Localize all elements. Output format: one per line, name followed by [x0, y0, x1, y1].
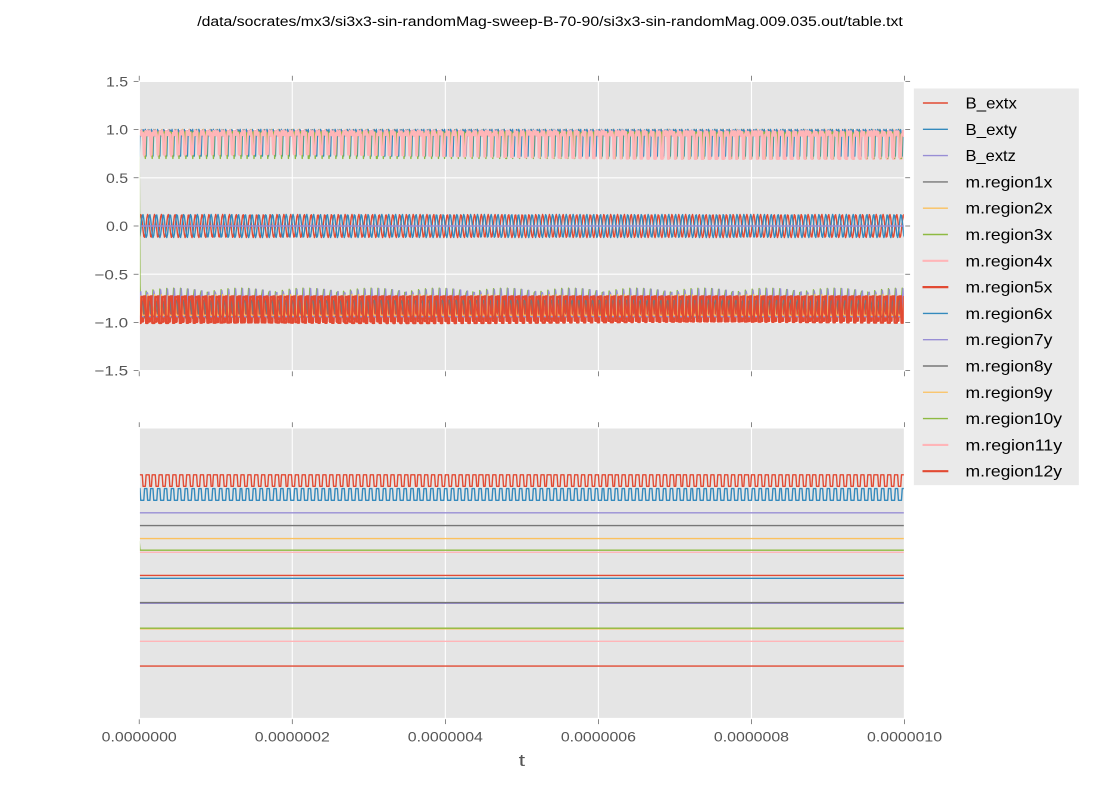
- svg-text:m.region1x: m.region1x: [966, 174, 1053, 191]
- svg-text:m.region6x: m.region6x: [966, 306, 1053, 323]
- svg-text:m.region9y: m.region9y: [966, 385, 1053, 402]
- svg-text:m.region11y: m.region11y: [966, 437, 1063, 454]
- svg-text:m.region2x: m.region2x: [966, 201, 1053, 218]
- svg-text:−1.5: −1.5: [94, 363, 128, 379]
- svg-text:m.region4x: m.region4x: [966, 253, 1053, 270]
- svg-text:1.0: 1.0: [106, 122, 128, 138]
- svg-text:0.0000008: 0.0000008: [714, 728, 789, 744]
- svg-text:0.5: 0.5: [106, 170, 128, 186]
- svg-text:/data/socrates/mx3/si3x3-sin-r: /data/socrates/mx3/si3x3-sin-randomMag-s…: [197, 13, 903, 29]
- svg-text:B_extz: B_extz: [966, 148, 1016, 165]
- svg-text:m.region10y: m.region10y: [966, 411, 1063, 428]
- svg-text:m.region5x: m.region5x: [966, 280, 1053, 297]
- svg-text:m.region12y: m.region12y: [966, 464, 1063, 481]
- svg-text:−1.0: −1.0: [94, 314, 128, 330]
- svg-text:−0.5: −0.5: [94, 266, 128, 282]
- svg-text:t: t: [519, 751, 526, 770]
- svg-text:0.0000002: 0.0000002: [255, 728, 330, 744]
- svg-text:0.0000004: 0.0000004: [408, 728, 483, 744]
- svg-text:1.5: 1.5: [106, 73, 128, 89]
- svg-text:0.0: 0.0: [106, 218, 128, 234]
- svg-text:B_exty: B_exty: [966, 122, 1018, 139]
- svg-text:0.0000000: 0.0000000: [102, 728, 177, 744]
- svg-text:m.region8y: m.region8y: [966, 358, 1053, 375]
- svg-text:m.region7y: m.region7y: [966, 332, 1053, 349]
- svg-text:0.0000006: 0.0000006: [561, 728, 636, 744]
- svg-text:0.0000010: 0.0000010: [867, 728, 942, 744]
- svg-text:m.region3x: m.region3x: [966, 227, 1053, 244]
- svg-text:B_extx: B_extx: [966, 95, 1018, 112]
